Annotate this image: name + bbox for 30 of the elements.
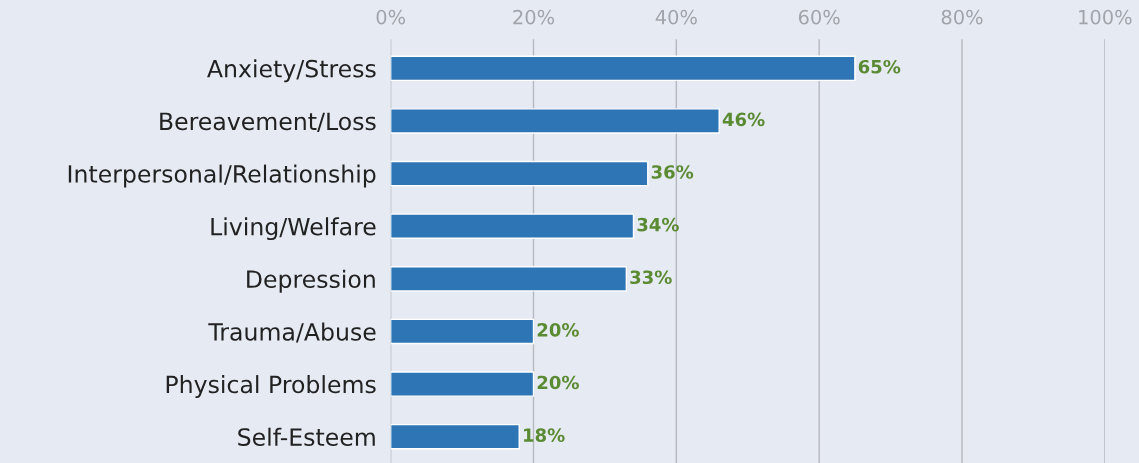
bar [390,213,635,239]
bar [390,160,649,187]
bar [390,108,720,134]
bar [390,371,535,397]
y-tick-label: Living/Welfare [211,217,376,241]
x-tick-label: 20% [513,9,555,25]
data-label: 36% [651,165,694,179]
data-label: 33% [630,270,672,285]
y-tick-label: Bereavement/Loss [160,112,376,133]
x-tick-label: 100% [1079,9,1132,25]
data-label: 20% [537,323,579,337]
y-tick-label: Anxiety/Stress [207,59,376,83]
bar [390,266,628,292]
bar [390,55,856,82]
data-label: 65% [858,59,901,74]
y-tick-label: Trauma/Abuse [208,322,376,343]
x-tick-label: 60% [798,9,840,25]
x-tick-label: 0% [376,9,406,25]
x-tick-label: 40% [655,9,697,25]
data-label: 46% [722,112,765,127]
bar [390,423,520,450]
data-label: 34% [637,217,679,232]
data-label: 20% [537,375,579,390]
y-tick-label: Depression [247,269,375,293]
data-label: 18% [524,428,565,442]
y-tick-label: Self-Esteem [238,427,375,446]
y-tick-label: Interpersonal/Relationship [68,164,376,188]
x-tick-label: 80% [941,9,983,25]
y-tick-label: Physical Problems [166,375,376,398]
bar [390,318,535,345]
